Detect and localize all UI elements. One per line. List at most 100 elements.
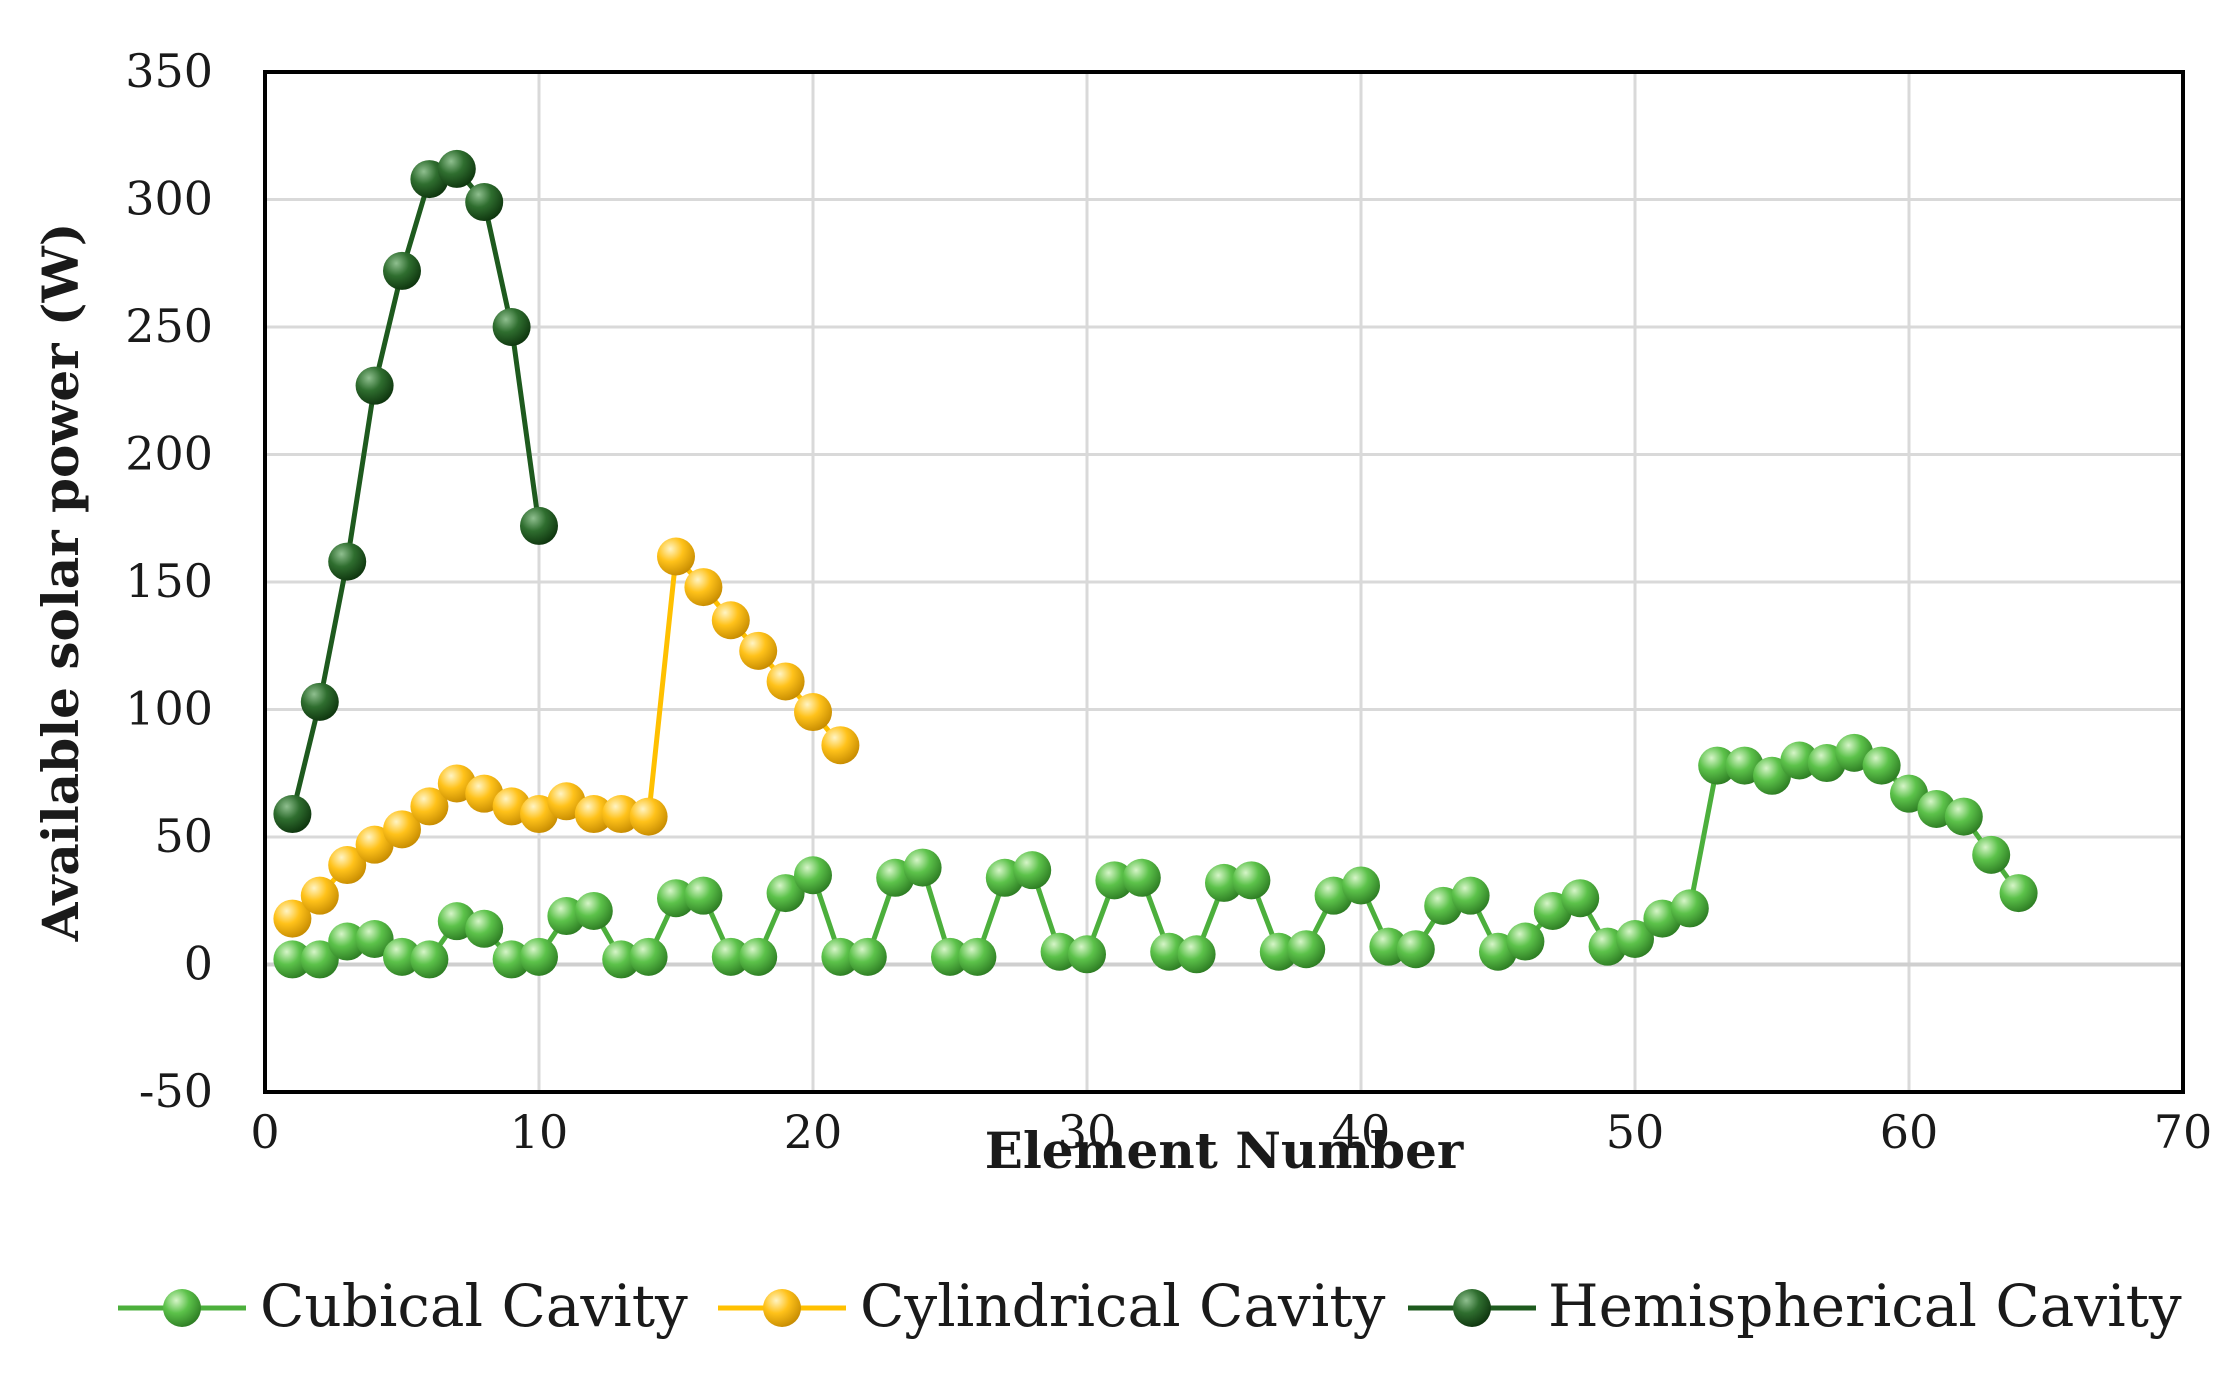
data-point [848, 937, 887, 976]
data-point [574, 795, 613, 834]
data-point [273, 899, 312, 938]
data-point [821, 726, 860, 765]
data-point [1862, 746, 1901, 785]
data-point [437, 149, 476, 188]
data-point [711, 937, 750, 976]
x-tick-label: 30 [1058, 1105, 1117, 1159]
x-tick-label: 50 [1606, 1105, 1665, 1159]
data-point [383, 937, 421, 976]
y-tick-label: 350 [125, 44, 213, 98]
data-point [465, 909, 504, 948]
data-point [300, 876, 339, 915]
data-point [1999, 874, 2038, 913]
data-point [794, 693, 832, 732]
y-tick-label: 250 [125, 299, 213, 353]
series-layer [273, 149, 2038, 979]
series-cubical-cavity [273, 733, 2038, 979]
y-axis-title: Available solar power (W) [31, 223, 90, 943]
x-tick-label: 20 [784, 1105, 843, 1159]
data-point [739, 631, 778, 670]
legend-item: Cylindrical Cavity [718, 1272, 1386, 1340]
x-tick-label: 10 [510, 1105, 569, 1159]
data-point [766, 662, 805, 701]
data-point [1369, 927, 1408, 966]
data-point [1506, 922, 1545, 961]
data-point [1342, 866, 1380, 905]
legend-marker [763, 1289, 801, 1327]
data-point [328, 542, 367, 581]
x-tick-label: 0 [250, 1105, 279, 1159]
data-point [684, 568, 723, 607]
data-point [1150, 932, 1189, 971]
data-point [1972, 835, 2011, 874]
y-tick-label: 150 [125, 554, 213, 608]
data-point [1944, 797, 1983, 836]
data-point [465, 183, 504, 222]
y-tick-label: 300 [125, 172, 213, 226]
data-point [821, 937, 860, 976]
data-point [958, 937, 997, 976]
legend-item: Hemispherical Cavity [1408, 1272, 2182, 1340]
x-tick-label: 70 [2154, 1105, 2213, 1159]
legend-marker [163, 1289, 201, 1327]
data-point [1205, 863, 1243, 902]
data-point [1561, 879, 1600, 918]
data-point [931, 937, 969, 976]
data-point [1013, 851, 1052, 890]
data-point [383, 251, 421, 290]
data-point [1040, 932, 1079, 971]
data-point [1232, 861, 1271, 900]
x-tick-label: 60 [1880, 1105, 1939, 1159]
series-line [290, 554, 843, 921]
data-point [273, 795, 312, 834]
series-line [289, 166, 542, 815]
data-point [1616, 920, 1654, 958]
data-point [739, 937, 778, 976]
legend-marker [1453, 1289, 1491, 1327]
y-tick-label: -50 [139, 1064, 213, 1118]
data-point [1451, 876, 1490, 915]
data-point [794, 856, 832, 895]
series-hemispherical-cavity [273, 149, 558, 834]
data-point [300, 940, 339, 979]
data-point [328, 922, 367, 961]
data-point [657, 537, 695, 576]
data-point [1095, 861, 1134, 900]
data-point [574, 891, 613, 930]
data-point [1396, 930, 1435, 969]
data-point [1259, 932, 1298, 971]
data-point [629, 937, 668, 976]
series-cylindrical-cavity [273, 537, 860, 938]
y-tick-label: 50 [154, 809, 213, 863]
legend-label: Cubical Cavity [260, 1272, 688, 1340]
data-point [355, 366, 394, 405]
data-point [903, 848, 942, 887]
data-point [629, 797, 668, 836]
data-point [657, 879, 695, 918]
y-tick-label: 100 [125, 682, 213, 736]
legend-label: Cylindrical Cavity [860, 1272, 1386, 1340]
data-point [492, 308, 531, 346]
data-point [1698, 746, 1737, 785]
legend: Cubical Cavity Cylindrical Cavity Hemisphe… [118, 1272, 2182, 1340]
legend-item: Cubical Cavity [118, 1272, 688, 1340]
data-point [1670, 889, 1709, 928]
y-tick-label: 0 [184, 937, 213, 991]
y-tick-label: 200 [125, 427, 213, 481]
data-point [492, 940, 531, 979]
data-point [1287, 930, 1326, 969]
data-point [684, 876, 723, 915]
x-axis-title: Element Number [985, 1121, 1464, 1180]
data-point [1177, 935, 1216, 974]
tick-labels: 0 10 20 30 40 50 60 70 -50 0 50 100 150 200 250 300 350 [125, 44, 2212, 1159]
data-point [520, 506, 558, 545]
x-tick-label: 40 [1332, 1105, 1391, 1159]
data-point [1122, 858, 1161, 897]
data-point [410, 787, 449, 826]
data-point [711, 601, 750, 640]
data-point [273, 940, 312, 979]
data-point [300, 682, 339, 721]
plot-frame [263, 70, 2185, 1094]
